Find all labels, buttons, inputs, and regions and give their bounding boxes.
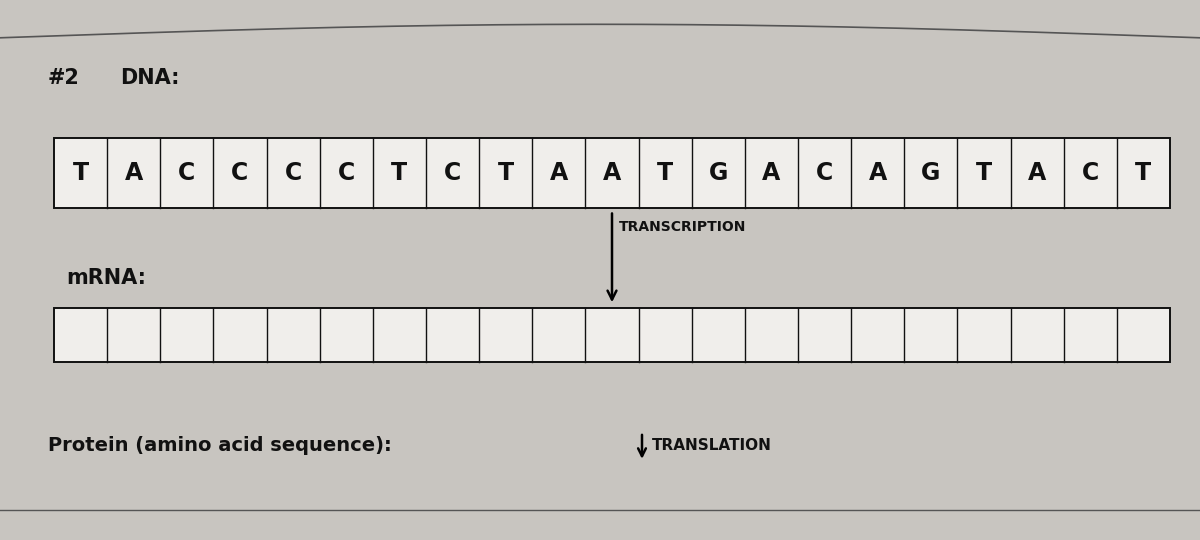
Text: G: G — [708, 161, 728, 185]
Text: C: C — [337, 161, 355, 185]
Text: A: A — [550, 161, 568, 185]
Text: A: A — [762, 161, 780, 185]
Text: DNA:: DNA: — [120, 68, 180, 89]
Text: mRNA:: mRNA: — [66, 268, 146, 288]
Text: T: T — [498, 161, 514, 185]
Text: G: G — [922, 161, 941, 185]
Text: A: A — [602, 161, 622, 185]
Text: T: T — [658, 161, 673, 185]
Text: TRANSLATION: TRANSLATION — [652, 438, 772, 453]
Text: A: A — [125, 161, 143, 185]
Text: T: T — [1135, 161, 1152, 185]
Text: T: T — [976, 161, 992, 185]
Bar — [54, 308, 1170, 362]
Text: C: C — [232, 161, 248, 185]
Text: A: A — [1028, 161, 1046, 185]
Text: T: T — [72, 161, 89, 185]
Text: C: C — [1081, 161, 1099, 185]
Text: Protein (amino acid sequence):: Protein (amino acid sequence): — [48, 436, 391, 455]
Text: C: C — [284, 161, 301, 185]
Text: C: C — [444, 161, 461, 185]
Text: TRANSCRIPTION: TRANSCRIPTION — [619, 220, 746, 234]
Text: C: C — [816, 161, 833, 185]
Text: T: T — [391, 161, 408, 185]
Text: C: C — [179, 161, 196, 185]
Text: A: A — [869, 161, 887, 185]
Text: #2: #2 — [48, 68, 80, 89]
Bar — [54, 138, 1170, 208]
